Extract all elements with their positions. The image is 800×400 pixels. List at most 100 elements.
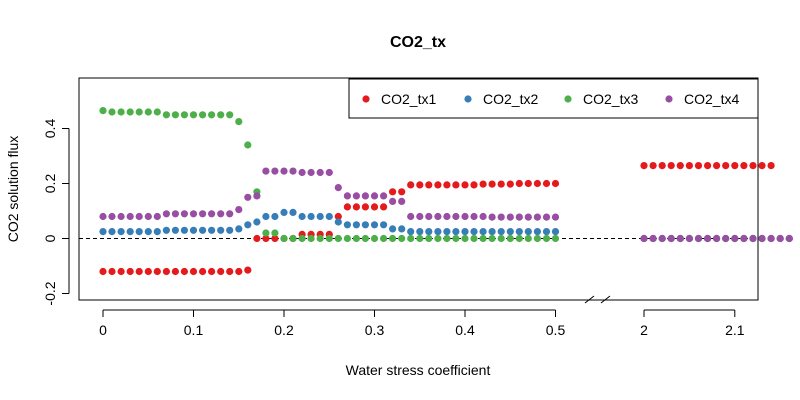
data-point xyxy=(217,210,225,218)
data-point xyxy=(515,234,523,243)
data-point xyxy=(298,234,306,243)
data-point xyxy=(262,234,270,243)
data-point xyxy=(542,213,551,221)
data-point xyxy=(352,221,360,229)
data-point xyxy=(199,210,207,218)
data-point xyxy=(244,221,252,229)
data-point xyxy=(551,234,560,243)
data-point xyxy=(117,108,125,116)
y-tick-label: -0.2 xyxy=(42,281,58,305)
data-point xyxy=(316,234,324,243)
data-point xyxy=(658,234,666,243)
data-point xyxy=(416,234,424,243)
data-point xyxy=(370,203,379,211)
data-point xyxy=(380,203,388,211)
data-point xyxy=(676,162,684,170)
data-point xyxy=(226,226,234,234)
data-point xyxy=(470,181,478,189)
data-point xyxy=(461,228,469,236)
data-point xyxy=(343,203,351,211)
data-point xyxy=(380,192,388,200)
data-point xyxy=(398,234,406,243)
data-point xyxy=(749,234,757,243)
data-point xyxy=(704,162,712,170)
data-point xyxy=(135,212,143,221)
data-point xyxy=(262,167,270,175)
data-point xyxy=(226,267,234,276)
data-point xyxy=(171,267,179,276)
data-point xyxy=(533,228,542,236)
data-point xyxy=(352,192,360,200)
data-point xyxy=(208,210,216,218)
data-point xyxy=(479,228,487,236)
data-point xyxy=(334,212,342,221)
x-tick-label: 0.1 xyxy=(184,322,204,338)
data-point xyxy=(325,168,333,177)
data-point xyxy=(171,111,179,119)
data-point xyxy=(380,221,388,229)
data-point xyxy=(649,234,657,243)
data-point xyxy=(416,212,424,221)
data-point xyxy=(785,234,793,243)
data-point xyxy=(180,226,188,234)
data-point xyxy=(506,228,514,236)
data-point xyxy=(515,213,523,221)
data-point xyxy=(542,228,551,236)
data-point xyxy=(334,184,342,192)
data-point xyxy=(685,162,694,170)
data-point xyxy=(461,212,469,221)
data-point xyxy=(307,168,315,177)
data-point xyxy=(280,167,288,175)
data-point xyxy=(524,179,532,188)
legend-box xyxy=(348,78,759,119)
data-point xyxy=(144,212,152,221)
data-point xyxy=(108,267,116,276)
data-point xyxy=(126,228,134,236)
data-point xyxy=(722,162,730,170)
data-point xyxy=(407,234,415,243)
legend-marker xyxy=(564,95,572,103)
data-point xyxy=(488,213,496,221)
x-axis-title: Water stress coefficient xyxy=(346,362,491,378)
data-point xyxy=(461,234,469,243)
data-point xyxy=(343,192,351,200)
x-tick-label: 0.5 xyxy=(546,322,566,338)
data-point xyxy=(217,111,225,119)
y-tick-label: 0 xyxy=(42,234,58,242)
data-point xyxy=(352,203,360,211)
data-point xyxy=(640,162,648,170)
data-point xyxy=(452,181,460,189)
data-point xyxy=(488,234,496,243)
data-point xyxy=(389,197,397,205)
data-point xyxy=(135,267,143,276)
data-point xyxy=(407,228,415,236)
data-point xyxy=(694,234,703,243)
data-point xyxy=(749,162,757,170)
data-point xyxy=(180,111,188,119)
data-point xyxy=(108,228,116,236)
data-point xyxy=(162,226,170,234)
data-point xyxy=(676,234,684,243)
data-point xyxy=(470,234,478,243)
y-axis: -0.2 0 0.2 0.4 xyxy=(42,119,70,306)
data-point xyxy=(497,234,505,243)
plot-area-frame xyxy=(78,77,759,301)
data-point xyxy=(524,228,532,236)
data-point xyxy=(153,212,161,221)
data-point xyxy=(99,107,107,115)
data-point xyxy=(153,267,161,276)
data-point xyxy=(722,234,730,243)
data-point xyxy=(361,203,369,211)
data-point xyxy=(767,162,775,170)
data-point xyxy=(425,228,433,236)
data-point xyxy=(244,266,252,274)
data-point xyxy=(298,168,306,177)
data-point xyxy=(713,234,721,243)
data-point xyxy=(649,162,657,170)
data-point xyxy=(416,228,424,236)
data-point xyxy=(542,234,551,243)
data-point xyxy=(235,206,243,214)
legend-marker xyxy=(464,95,472,103)
data-point xyxy=(144,108,152,116)
